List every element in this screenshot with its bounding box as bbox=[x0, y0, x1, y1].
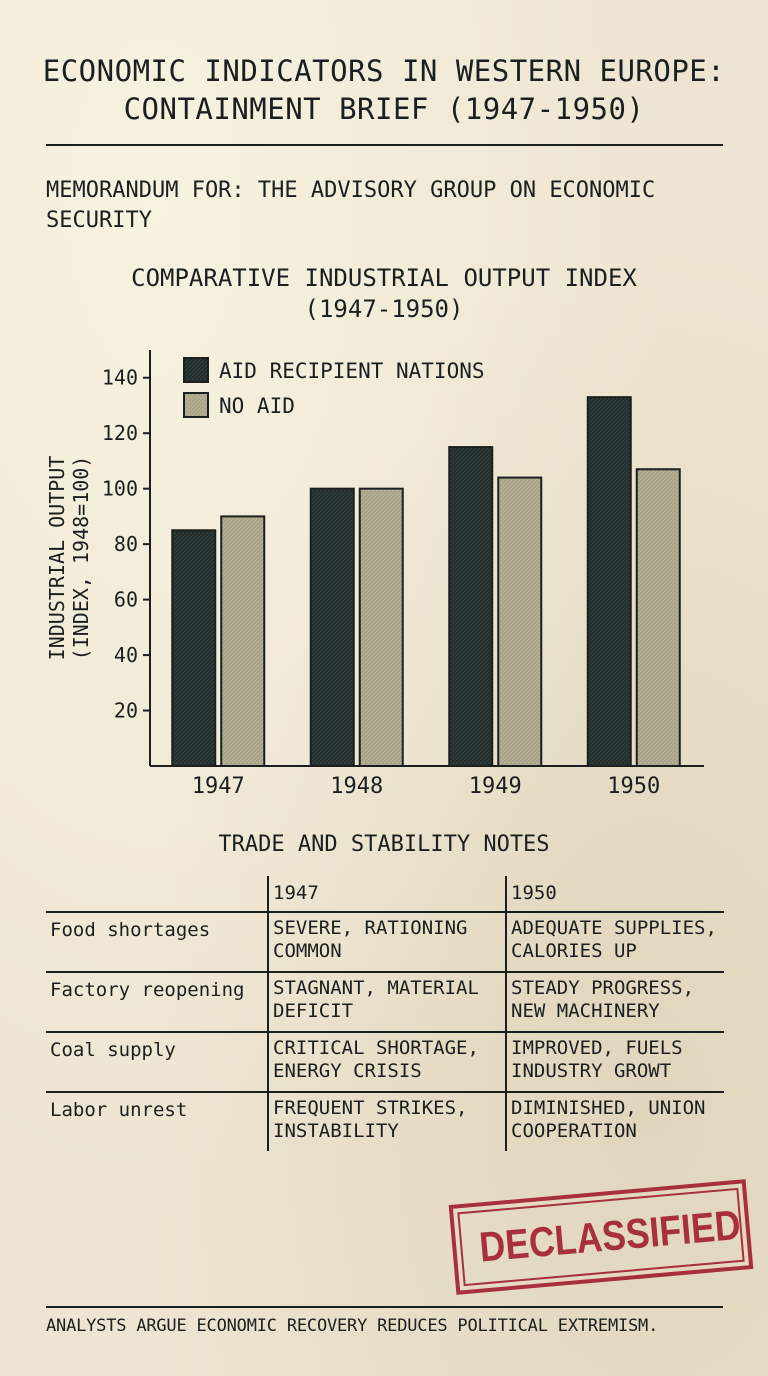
stamp-text: DECLASSIFIED bbox=[477, 1200, 743, 1271]
cell-1947: CRITICAL SHORTAGE, ENERGY CRISIS bbox=[268, 1031, 507, 1092]
x-tick-label: 1950 bbox=[607, 774, 660, 799]
bar-aid-1948 bbox=[309, 487, 355, 768]
y-tick-label: 20 bbox=[114, 699, 138, 723]
row-label: Factory reopening bbox=[46, 971, 269, 1032]
industrial-output-bar-chart: 20 40 60 80 100 120 140 INDUSTRIAL OUTPUT (INDEX… bbox=[45, 350, 704, 799]
y-tick-label: 120 bbox=[102, 421, 138, 445]
bar-aid-1947 bbox=[171, 529, 217, 767]
bar-no-aid-1948 bbox=[358, 487, 404, 768]
row-label: Labor unrest bbox=[46, 1091, 269, 1151]
bar-aid-1949 bbox=[448, 446, 494, 767]
chart-title-line-2: (1947-1950) bbox=[304, 295, 464, 323]
legend-swatch bbox=[183, 392, 209, 418]
y-axis-label-line: (INDEX, 1948=100) bbox=[69, 456, 93, 661]
chart-title: COMPARATIVE INDUSTRIAL OUTPUT INDEX (194… bbox=[0, 263, 768, 325]
legend-label: NO AID bbox=[219, 394, 295, 418]
title-divider bbox=[46, 144, 723, 146]
bar-no-aid-1950 bbox=[635, 468, 681, 767]
table-row: Food shortages SEVERE, RATIONING COMMON … bbox=[46, 911, 724, 972]
cell-1950: IMPROVED, FUELS INDUSTRY GROWT bbox=[506, 1031, 724, 1092]
bar-aid-1950 bbox=[586, 396, 632, 767]
declassified-stamp: DECLASSIFIED bbox=[448, 1179, 754, 1295]
table-row: Factory reopening STAGNANT, MATERIAL DEF… bbox=[46, 971, 724, 1032]
cell-1947: FREQUENT STRIKES, INSTABILITY bbox=[268, 1091, 507, 1151]
y-tick-label: 100 bbox=[102, 477, 138, 501]
row-label: Food shortages bbox=[46, 911, 269, 972]
y-tick-label: 40 bbox=[114, 643, 138, 667]
bar-no-aid-1947 bbox=[220, 515, 266, 767]
footer-note: ANALYSTS ARGUE ECONOMIC RECOVERY REDUCES… bbox=[46, 1316, 659, 1336]
table-header-label bbox=[46, 876, 269, 912]
x-tick-label: 1948 bbox=[330, 774, 383, 799]
footer-divider bbox=[46, 1306, 723, 1308]
y-axis-label-line: INDUSTRIAL OUTPUT bbox=[45, 456, 69, 661]
table-title: TRADE AND STABILITY NOTES bbox=[218, 832, 550, 857]
table-header-1947: 1947 bbox=[268, 876, 507, 912]
table-header-row: 1947 1950 bbox=[46, 876, 724, 912]
cell-1947: STAGNANT, MATERIAL DEFICIT bbox=[268, 971, 507, 1032]
page-title: ECONOMIC INDICATORS IN WESTERN EUROPE: C… bbox=[0, 52, 768, 128]
x-tick-label: 1949 bbox=[469, 774, 522, 799]
row-label: Coal supply bbox=[46, 1031, 269, 1092]
cell-1950: STEADY PROGRESS, NEW MACHINERY bbox=[506, 971, 724, 1032]
chart-title-line-1: COMPARATIVE INDUSTRIAL OUTPUT INDEX bbox=[131, 264, 637, 292]
y-tick-label: 140 bbox=[102, 366, 138, 390]
cell-1950: ADEQUATE SUPPLIES, CALORIES UP bbox=[506, 911, 724, 972]
x-tick-label: 1947 bbox=[192, 774, 245, 799]
cell-1950: DIMINISHED, UNION COOPERATION bbox=[506, 1091, 724, 1151]
y-tick-label: 80 bbox=[114, 532, 138, 556]
legend-swatch bbox=[183, 357, 209, 383]
table-header-1950: 1950 bbox=[511, 882, 557, 904]
page-title-line-2: CONTAINMENT BRIEF (1947-1950) bbox=[123, 92, 645, 126]
cell-1947: SEVERE, RATIONING COMMON bbox=[268, 911, 507, 972]
memo-line: MEMORANDUM FOR: THE ADVISORY GROUP ON EC… bbox=[46, 178, 656, 233]
y-tick-label: 60 bbox=[114, 588, 138, 612]
legend-label: AID RECIPIENT NATIONS bbox=[219, 359, 485, 383]
table-row: Coal supply CRITICAL SHORTAGE, ENERGY CR… bbox=[46, 1031, 724, 1092]
page-title-line-1: ECONOMIC INDICATORS IN WESTERN EUROPE: bbox=[42, 54, 726, 88]
stability-notes-table: 1947 1950 Food shortages SEVERE, RATIONI… bbox=[46, 876, 724, 1151]
bar-no-aid-1949 bbox=[497, 476, 543, 767]
table-row: Labor unrest FREQUENT STRIKES, INSTABILI… bbox=[46, 1091, 724, 1151]
